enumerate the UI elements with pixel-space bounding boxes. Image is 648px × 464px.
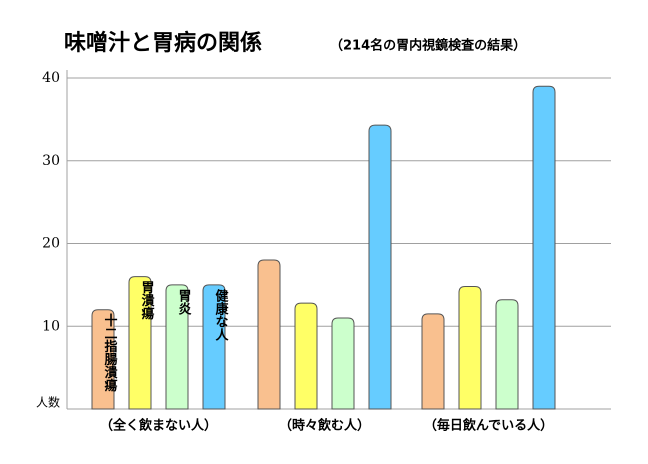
bar [294, 302, 318, 410]
bar [257, 259, 281, 410]
legend-label: 胃炎 [176, 289, 192, 315]
chart-subtitle: （214名の胃内視鏡検査の結果） [330, 38, 526, 54]
bar [532, 85, 556, 410]
x-tick-label: （全く飲まない人） [100, 418, 217, 434]
bar [421, 313, 445, 410]
y-tick-label: 40 [42, 70, 60, 86]
y-tick-label: 10 [42, 318, 60, 334]
bar [128, 276, 152, 410]
y-tick-label: 30 [42, 153, 60, 169]
bar [331, 317, 355, 410]
bar [202, 284, 226, 410]
bar [165, 284, 189, 410]
legend-label: 健康な人 [213, 288, 229, 341]
bar [91, 309, 115, 410]
bar [495, 299, 519, 410]
chart-title: 味噌汁と胃病の関係 [64, 30, 262, 56]
bar [458, 286, 482, 410]
bar [368, 124, 392, 410]
legend-label: 十二指腸潰瘍 [102, 313, 118, 393]
y-tick-label: 20 [42, 236, 60, 252]
x-tick-label: （時々飲む人） [279, 418, 370, 434]
y-axis-label: 人数 [36, 395, 60, 410]
legend-label: 胃潰瘍 [139, 281, 155, 321]
x-tick-label: （毎日飲んでいる人） [424, 418, 553, 434]
